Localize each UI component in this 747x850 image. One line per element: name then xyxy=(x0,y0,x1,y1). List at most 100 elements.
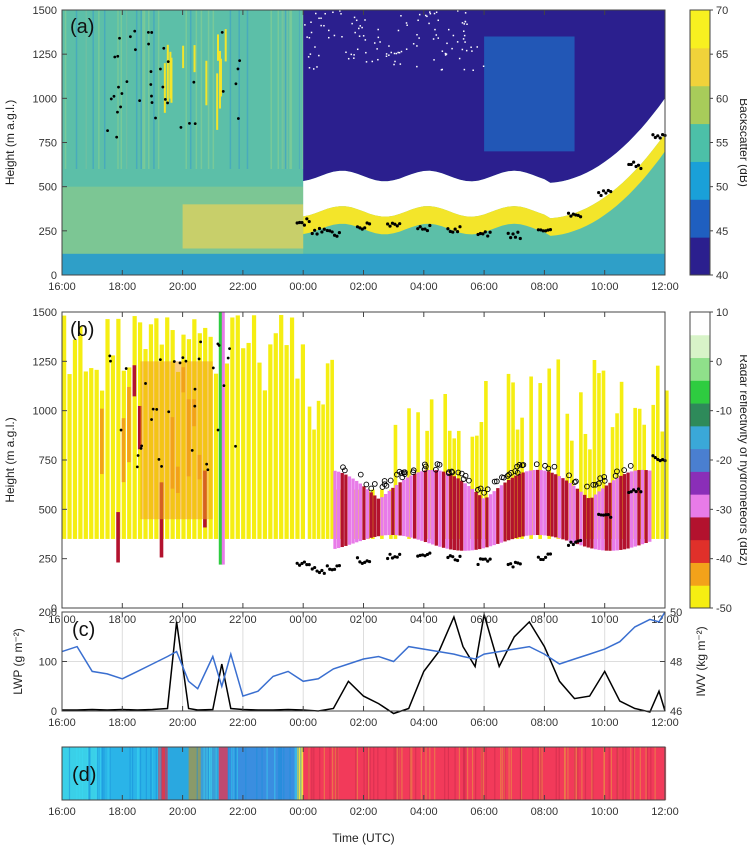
cloud-base-point xyxy=(367,222,372,226)
cloud-base-point xyxy=(395,224,399,228)
radar-column xyxy=(597,373,601,539)
backscatter-speckle xyxy=(388,54,390,56)
cloud-base-point xyxy=(305,217,309,221)
radar-column xyxy=(325,363,330,539)
backscatter-streak-yellow xyxy=(166,44,169,102)
backscatter-speckle xyxy=(361,26,363,29)
backscatter-speckle xyxy=(456,41,459,43)
regime-streak xyxy=(107,747,109,800)
radar-reflectivity-cell xyxy=(159,482,164,558)
regime-streak xyxy=(584,747,587,800)
colorbar-swatch xyxy=(690,494,710,518)
backscatter-streak-yellow xyxy=(217,34,220,61)
cloud-top-point xyxy=(466,477,472,484)
cloud-base-point xyxy=(609,515,613,519)
regime-streak xyxy=(616,747,618,800)
cloud-top-point xyxy=(340,464,346,471)
cloud-base-point xyxy=(178,361,182,365)
regime-streak xyxy=(155,747,157,800)
regime-streak xyxy=(377,747,379,800)
backscatter-speckle xyxy=(448,28,450,31)
regime-streak xyxy=(165,747,167,800)
regime-segment xyxy=(227,747,298,800)
radar-cloud-cell xyxy=(503,482,507,542)
radar-column xyxy=(529,376,533,539)
cloud-base-point xyxy=(106,129,109,133)
backscatter-speckle xyxy=(347,57,350,60)
cloud-top-point xyxy=(475,486,481,493)
cloud-base-point xyxy=(140,444,144,448)
backscatter-speckle xyxy=(445,53,448,55)
regime-streak xyxy=(261,747,263,800)
backscatter-speckle xyxy=(465,49,468,52)
cloud-base-point xyxy=(335,234,339,238)
x-tick-label: 06:00 xyxy=(470,717,498,729)
radar-column xyxy=(393,424,398,539)
backscatter-surface-band xyxy=(62,253,665,275)
backscatter-speckle xyxy=(461,48,464,51)
regime-streak xyxy=(463,747,465,800)
cloud-base-point xyxy=(234,444,237,448)
radar-cloud-cell xyxy=(539,470,543,536)
cloud-base-point xyxy=(155,408,159,411)
regime-streak xyxy=(81,747,84,800)
cloud-base-point xyxy=(516,561,520,565)
colorbar-swatch xyxy=(690,403,710,427)
radar-cloud-cell xyxy=(423,470,428,543)
radar-column xyxy=(665,390,669,539)
regime-streak xyxy=(617,747,619,800)
x-tick-label: 02:00 xyxy=(350,281,378,293)
regime-streak xyxy=(96,747,99,800)
backscatter-speckle xyxy=(308,67,311,69)
backscatter-speckle xyxy=(398,51,401,54)
backscatter-speckle xyxy=(362,35,365,37)
cloud-top-point xyxy=(506,471,512,478)
cloud-top-point xyxy=(491,478,498,485)
radar-cloud-cell xyxy=(615,477,619,551)
backscatter-speckle xyxy=(359,25,361,27)
backscatter-speckle xyxy=(435,34,438,36)
radar-column xyxy=(479,422,484,539)
cloud-base-point xyxy=(302,223,307,227)
backscatter-speckle xyxy=(365,61,368,63)
x-tick-label: 10:00 xyxy=(591,717,619,729)
backscatter-speckle xyxy=(418,37,420,39)
cloud-base-point xyxy=(458,554,462,558)
radar-cloud-cell xyxy=(514,475,518,539)
radar-column xyxy=(592,360,597,539)
radar-cloud-cell xyxy=(622,474,627,550)
y-tick-label: 1500 xyxy=(33,307,57,319)
radar-column xyxy=(538,383,542,539)
backscatter-streak xyxy=(140,10,142,169)
regime-streak xyxy=(207,747,210,800)
cloud-base-point xyxy=(509,562,513,566)
backscatter-streak xyxy=(189,10,192,169)
backscatter-streak xyxy=(277,10,280,169)
y-tick-label: 1250 xyxy=(33,49,57,61)
backscatter-speckle xyxy=(309,53,312,55)
cloud-base-point xyxy=(190,448,194,452)
regime-streak xyxy=(280,747,282,800)
radar-cloud-cell xyxy=(474,492,478,550)
regime-streak xyxy=(210,747,213,800)
radar-reflectivity-cell xyxy=(99,408,104,475)
x-tick-label: 08:00 xyxy=(531,806,559,818)
x-tick-label: 10:00 xyxy=(591,281,619,293)
regime-streak xyxy=(608,747,610,800)
backscatter-speckle xyxy=(365,51,367,54)
cloud-base-point xyxy=(511,232,515,236)
radar-cloud-cell xyxy=(463,483,467,551)
radar-cloud-cell xyxy=(481,498,486,549)
regime-streak xyxy=(68,747,71,800)
radar-cloud-cell xyxy=(564,480,569,541)
radar-column xyxy=(583,433,588,539)
backscatter-streak-yellow xyxy=(163,63,166,113)
radar-column xyxy=(484,381,488,539)
regime-streak xyxy=(233,747,235,800)
cloud-base-point xyxy=(416,227,420,231)
regime-segment xyxy=(98,747,159,800)
regime-streak xyxy=(654,747,656,800)
cloud-base-point xyxy=(629,490,633,494)
cloud-base-point xyxy=(569,540,573,544)
